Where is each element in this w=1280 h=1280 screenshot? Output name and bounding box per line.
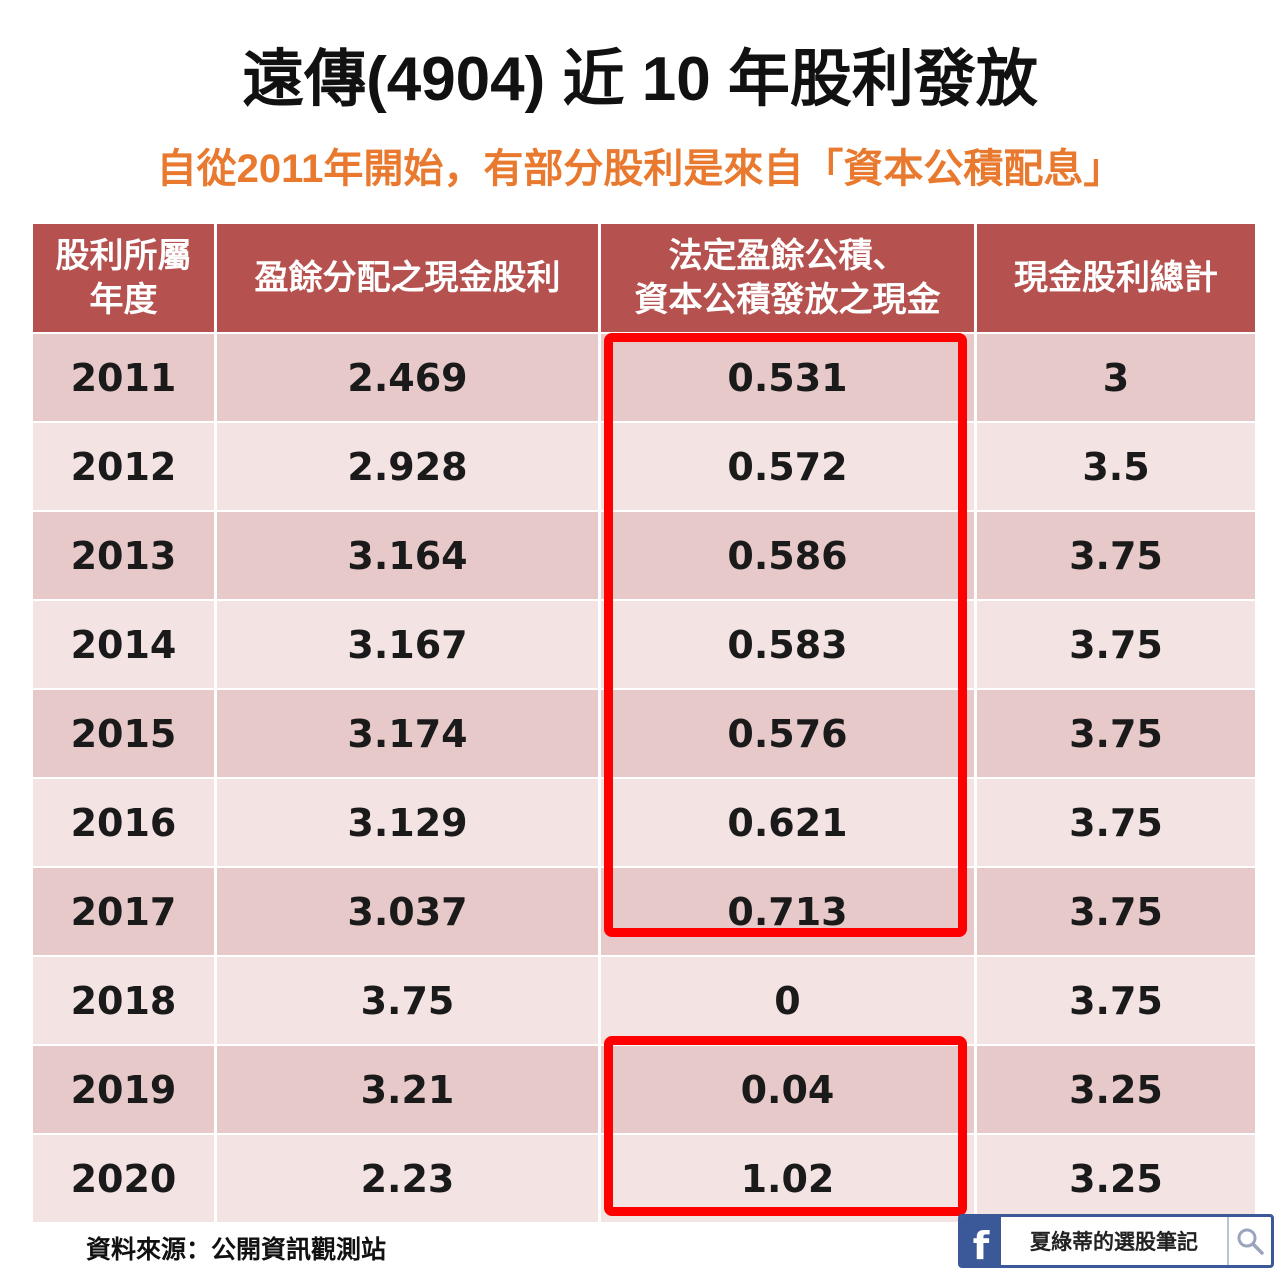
cell-earnings-dividend: 2.23 [217, 1135, 598, 1222]
cell-total-dividend: 3.75 [977, 957, 1255, 1044]
cell-reserve-dividend: 0.586 [601, 512, 974, 599]
cell-reserve-dividend: 0.621 [601, 779, 974, 866]
cell-earnings-dividend: 2.928 [217, 423, 598, 510]
dividend-table: 股利所屬 年度 盈餘分配之現金股利 法定盈餘公積、 資本公積發放之現金 現金股利… [30, 222, 1258, 1224]
table-row: 2011 2.469 0.531 3 [33, 334, 1255, 421]
header-year: 股利所屬 年度 [33, 224, 214, 332]
cell-year: 2019 [33, 1046, 214, 1133]
cell-total-dividend: 3.5 [977, 423, 1255, 510]
cell-year: 2012 [33, 423, 214, 510]
cell-reserve-dividend: 0.576 [601, 690, 974, 777]
table-row: 2014 3.167 0.583 3.75 [33, 601, 1255, 688]
table-row: 2020 2.23 1.02 3.25 [33, 1135, 1255, 1222]
cell-total-dividend: 3.75 [977, 779, 1255, 866]
data-source-note: 資料來源：公開資訊觀測站 [86, 1236, 387, 1264]
cell-earnings-dividend: 2.469 [217, 334, 598, 421]
header-total-dividend: 現金股利總計 [977, 224, 1255, 332]
cell-year: 2015 [33, 690, 214, 777]
table-row: 2019 3.21 0.04 3.25 [33, 1046, 1255, 1133]
header-earnings-dividend: 盈餘分配之現金股利 [217, 224, 598, 332]
cell-reserve-dividend: 0.713 [601, 868, 974, 955]
cell-earnings-dividend: 3.167 [217, 601, 598, 688]
table-row: 2013 3.164 0.586 3.75 [33, 512, 1255, 599]
cell-total-dividend: 3.75 [977, 601, 1255, 688]
cell-reserve-dividend: 0 [601, 957, 974, 1044]
header-earnings-dividend-line1: 盈餘分配之現金股利 [254, 259, 561, 297]
cell-reserve-dividend: 0.572 [601, 423, 974, 510]
cell-earnings-dividend: 3.164 [217, 512, 598, 599]
cell-year: 2016 [33, 779, 214, 866]
search-icon [1227, 1217, 1271, 1265]
cell-year: 2017 [33, 868, 214, 955]
header-reserve-dividend-line2: 資本公積發放之現金 [634, 281, 941, 319]
facebook-icon: f [961, 1217, 1001, 1265]
table-body: 2011 2.469 0.531 3 2012 2.928 0.572 3.5 2013 3.16… [33, 334, 1255, 1222]
table-row: 2012 2.928 0.572 3.5 [33, 423, 1255, 510]
cell-earnings-dividend: 3.037 [217, 868, 598, 955]
table-header-row: 股利所屬 年度 盈餘分配之現金股利 法定盈餘公積、 資本公積發放之現金 現金股利… [33, 224, 1255, 332]
facebook-page-badge[interactable]: f 夏綠蒂的選股筆記 [958, 1214, 1274, 1268]
header-year-line1: 股利所屬 [55, 237, 192, 275]
cell-year: 2011 [33, 334, 214, 421]
table-row: 2018 3.75 0 3.75 [33, 957, 1255, 1044]
cell-earnings-dividend: 3.75 [217, 957, 598, 1044]
table-row: 2015 3.174 0.576 3.75 [33, 690, 1255, 777]
table-row: 2017 3.037 0.713 3.75 [33, 868, 1255, 955]
cell-year: 2014 [33, 601, 214, 688]
cell-year: 2020 [33, 1135, 214, 1222]
cell-earnings-dividend: 3.21 [217, 1046, 598, 1133]
header-year-line2: 年度 [89, 281, 158, 319]
cell-total-dividend: 3.75 [977, 868, 1255, 955]
cell-year: 2013 [33, 512, 214, 599]
cell-total-dividend: 3.25 [977, 1135, 1255, 1222]
cell-total-dividend: 3.25 [977, 1046, 1255, 1133]
cell-reserve-dividend: 0.583 [601, 601, 974, 688]
cell-year: 2018 [33, 957, 214, 1044]
header-reserve-dividend: 法定盈餘公積、 資本公積發放之現金 [601, 224, 974, 332]
table-row: 2016 3.129 0.621 3.75 [33, 779, 1255, 866]
cell-earnings-dividend: 3.174 [217, 690, 598, 777]
cell-earnings-dividend: 3.129 [217, 779, 598, 866]
page-subtitle: 自從2011年開始，有部分股利是來自「資本公積配息」 [156, 147, 1124, 191]
cell-reserve-dividend: 0.531 [601, 334, 974, 421]
cell-total-dividend: 3.75 [977, 690, 1255, 777]
header-total-dividend-line1: 現金股利總計 [1014, 259, 1218, 297]
cell-total-dividend: 3 [977, 334, 1255, 421]
cell-total-dividend: 3.75 [977, 512, 1255, 599]
facebook-page-name: 夏綠蒂的選股筆記 [1030, 1231, 1198, 1254]
cell-reserve-dividend: 1.02 [601, 1135, 974, 1222]
page-title: 遠傳(4904) 近 10 年股利發放 [242, 45, 1038, 114]
cell-reserve-dividend: 0.04 [601, 1046, 974, 1133]
header-reserve-dividend-line1: 法定盈餘公積、 [668, 237, 907, 275]
